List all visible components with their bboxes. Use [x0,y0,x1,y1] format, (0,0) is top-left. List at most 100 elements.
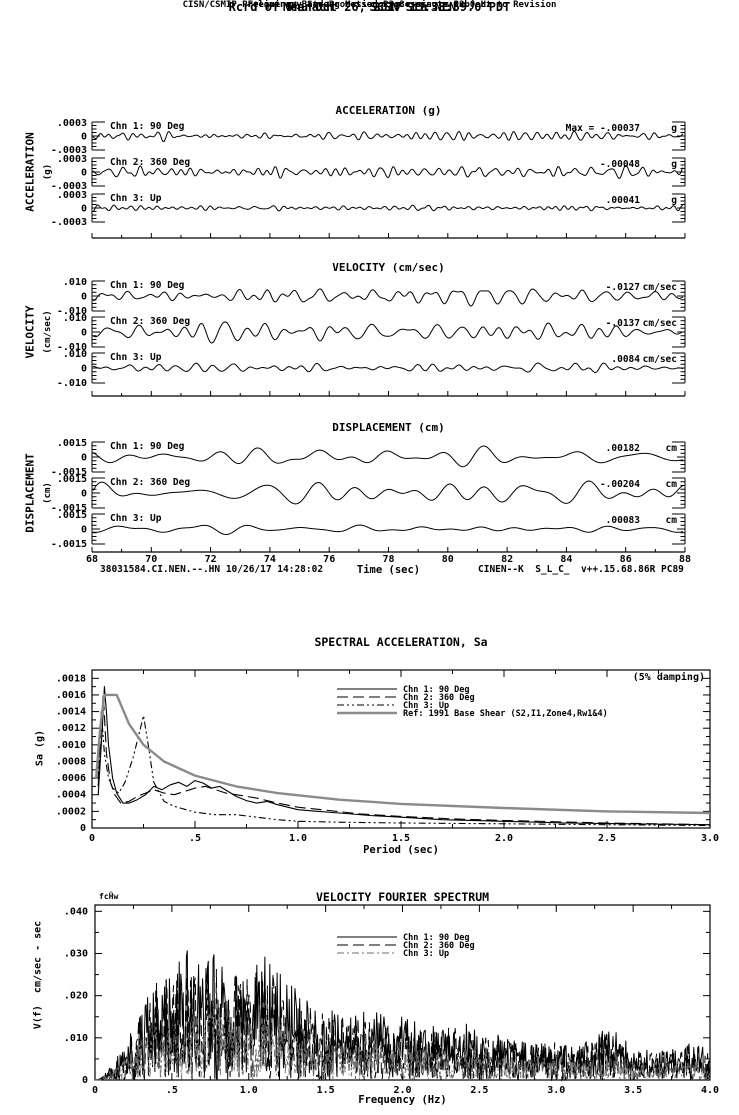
fourier-x-tick-label: 1.5 [317,1085,335,1096]
record-timestamp: Rcrd of Thu Oct 26, 2017 13:38:59.0 PDT [228,0,511,14]
peak-unit: g [671,123,677,134]
spectral-acceleration-chart: .0002 .0004 .0006 .0008 .0010 .0012 .0014 .0016… [56,669,719,844]
time-tick-label: 72 [205,554,217,565]
fourier-y-tick-label: .030 [64,948,88,959]
fourier-y-origin-label: 0 [82,1075,88,1086]
fourier-y-tick-label: .040 [64,906,88,917]
legend-entry-label: Chn 3: Up [403,949,449,959]
spectral-y-tick-label: .0014 [56,707,86,718]
spectral-y-tick-label: .0018 [56,673,86,684]
channel-label: Chn 3: Up [110,193,162,204]
time-tick-label: 68 [86,554,98,565]
velocity-waveform-chn3 [92,362,684,373]
acceleration-channel-2: Chn 2: 360 Deg .0003 0 -.0003 -.00048 g [51,154,686,192]
time-tick-label: 74 [264,554,276,565]
legend-entry-label: Chn 2: 360 Deg [403,941,475,951]
displacement-channel-2: Chn 2: 360 Deg .0015 0 -.0015 -.00204 cm [51,474,686,514]
scale-bottom-label: -.0003 [51,181,87,192]
peak-value: -.00048 [600,159,640,170]
displacement-time-axis: 68 70 72 74 76 78 80 82 84 86 88 [86,547,691,565]
spectral-y-tick-label: .0010 [56,740,86,751]
fourier-x-tick-label: 3.0 [547,1085,565,1096]
chart-frame [91,669,711,829]
velocity-waveform-chn2 [92,321,684,344]
spectral-x-tick-label: 3.0 [701,833,719,844]
peak-value: -.0127 [606,282,640,293]
spectral-series [97,694,711,826]
scale-zero-label: 0 [81,204,87,215]
peak-unit: cm [666,479,678,490]
spectral-x-tick-label: 2.5 [598,833,616,844]
spectral-series [97,711,711,827]
scale-zero-label: 0 [81,364,87,375]
amplitude-bracket [91,193,686,223]
fourier-series [95,950,711,1082]
acceleration-channel-1: Chn 1: 90 Deg .0003 0 -.0003 Max = -.00037 g [51,118,686,156]
spectral-y-tick-label: .0012 [56,723,86,734]
record-id-footer: 38031584.CI.NEN.--.HN 10/26/17 14:28:02 [100,564,324,575]
displacement-channel-1: Chn 1: 90 Deg .0015 0 -.0015 .00182 cm [51,438,686,478]
velocity-fourier-spectrum-chart: .010 .020 .030 .040 00 .5 1.0 1.5 2.0 2.5 3.0 3.5 4.… [64,904,719,1096]
peak-value: .00041 [606,195,641,206]
amplitude-bracket [91,513,686,545]
channel-label: Chn 3: Up [110,513,162,524]
channel-label: Chn 1: 90 Deg [110,441,185,452]
spectral-x-tick-label: 2.0 [495,833,513,844]
spectral-y-tick-label: .0016 [56,690,86,701]
spectral-y-tick-label: .0002 [56,806,86,817]
damping-note: (5% damping) [632,672,705,683]
fourier-x-tick-label: 0 [92,1085,98,1096]
velocity-channel-2: Chn 2: 360 Deg .010 0 -.010 -.0137 cm/sec [57,313,686,353]
scale-zero-label: 0 [81,525,87,536]
legend-entry-label: Chn 2: 360 Deg [403,693,475,703]
scale-bottom-label: -.010 [57,306,87,317]
scale-top-label: .0015 [57,438,87,449]
legend-entry-label: Chn 3: Up [403,701,449,711]
fourier-x-tick-label: 3.5 [624,1085,642,1096]
time-tick-label: 78 [382,554,394,565]
scale-bottom-label: -.0015 [51,539,87,550]
scale-zero-label: 0 [81,489,87,500]
spectral-series [94,693,711,815]
channel-label: Chn 3: Up [110,352,162,363]
fourier-corner-marker: fcḦw [99,892,119,901]
peak-unit: g [671,159,677,170]
acceleration-waveform-chn1 [92,130,684,143]
station-title: Neenach SCSN Sta NEN [282,0,457,14]
velocity-channel-1: Chn 1: 90 Deg .010 0 -.010 -.0127 cm/sec [57,277,686,317]
legend-entry-label: Chn 1: 90 Deg [403,685,470,695]
scale-top-label: .0015 [57,510,87,521]
scale-top-label: .010 [63,277,87,288]
spectral-x-tick-label: 1.5 [392,833,410,844]
legend-entry-label: Chn 1: 90 Deg [403,933,470,943]
channel-label: Chn 2: 360 Deg [110,157,190,168]
scale-top-label: .0015 [57,474,87,485]
scale-top-label: .0003 [57,154,87,165]
scale-bottom-label: -.0003 [51,145,87,156]
time-tick-label: 80 [442,554,454,565]
acceleration-waveform-chn2 [92,164,684,180]
scale-bottom-label: -.0015 [51,503,87,514]
spectral-y-tick-label: .0006 [56,773,86,784]
peak-unit: cm [666,515,678,526]
velocity-waveform-chn1 [92,288,684,307]
scale-bottom-label: -.0003 [51,217,87,228]
peak-value: .00083 [606,515,641,526]
spectral-x-tick-label: .5 [189,833,201,844]
scale-bottom-label: -.0015 [51,467,87,478]
spectral-y-origin-label: 0 [80,823,86,834]
peak-value: -.00204 [600,479,640,490]
time-tick-label: 76 [323,554,335,565]
spectral-x-axis-label: Period (sec) [363,844,439,856]
spectral-chart-title: SPECTRAL ACCELERATION, Sa [314,635,488,649]
time-tick-label: 88 [679,554,691,565]
channel-label: Chn 1: 90 Deg [110,121,185,132]
frequency-band-note: Frequency Band Processed: 3.3 secs to 23… [247,0,492,10]
fourier-chart-title: VELOCITY FOURIER SPECTRUM [315,890,490,904]
processing-code-footer: CINEN--K S_L_C_ v++.15.68.86R PC89 [478,564,684,575]
displacement-waveform-chn3 [92,524,684,536]
peak-unit: cm/sec [643,354,677,365]
time-tick-label: 86 [620,554,632,565]
